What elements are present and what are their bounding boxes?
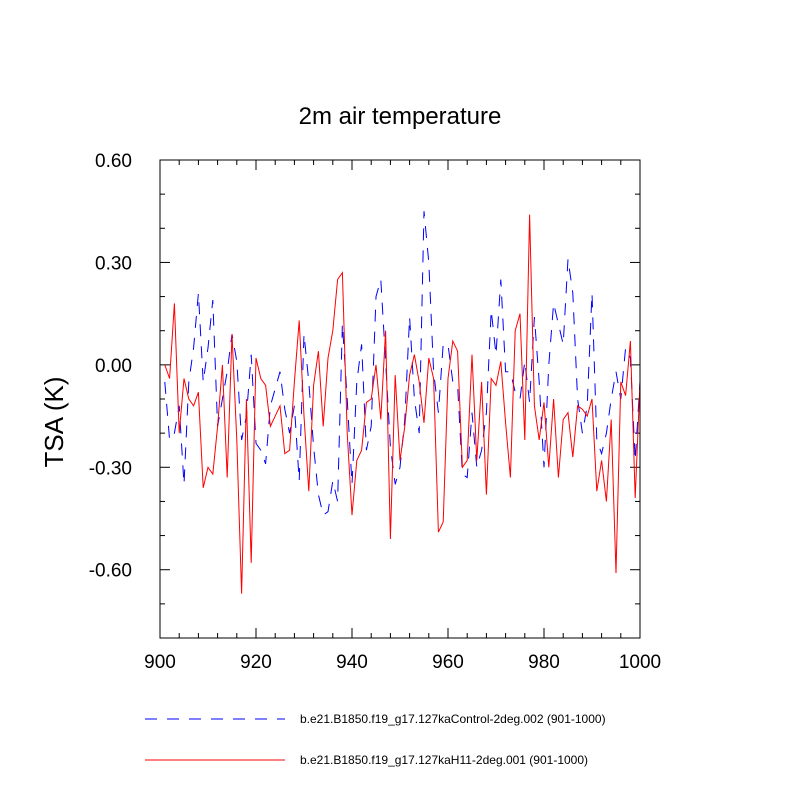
y-tick-label: -0.60 [89,561,132,582]
x-tick-label: 1000 [619,652,661,673]
x-tick-label: 980 [528,652,560,673]
y-tick-label: 0.00 [95,356,132,377]
series-line-2 [164,214,641,594]
legend-label-2: b.e21.B1850.f19_g17.127kaH11-2deg.001 (9… [300,753,588,767]
x-tick-label: 940 [336,652,368,673]
series-lines [164,211,641,594]
legend: b.e21.B1850.f19_g17.127kaControl-2deg.00… [145,712,606,767]
y-tick-label: 0.60 [95,151,132,172]
x-tick-label: 920 [240,652,272,673]
y-axis-label: TSA (K) [39,376,69,467]
plot-frame [159,159,641,639]
axes: 900 920 940 960 980 1000 0.60 0.30 0.00 -0.30 -0.6… [89,151,661,673]
chart-title: 2m air temperature [299,103,502,130]
y-tick-label: -0.30 [89,458,132,479]
x-tick-label: 900 [144,652,176,673]
series-line-1 [164,211,641,516]
x-tick-label: 960 [432,652,464,673]
y-tick-label: 0.30 [95,253,132,274]
legend-label-1: b.e21.B1850.f19_g17.127kaControl-2deg.00… [300,712,606,726]
